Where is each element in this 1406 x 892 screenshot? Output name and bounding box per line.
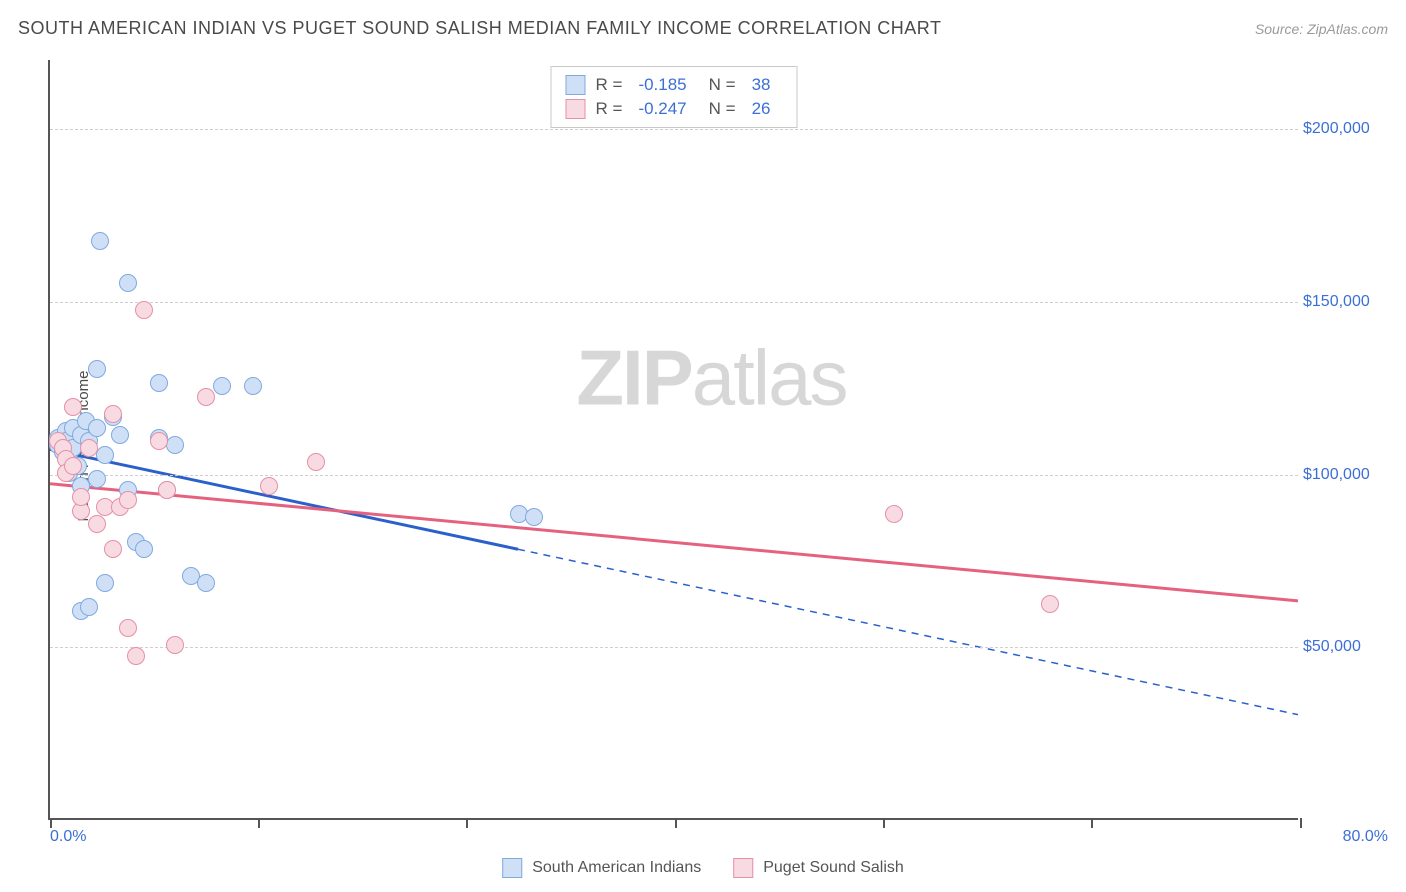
n-value: 38 — [752, 75, 771, 95]
x-tick — [675, 818, 677, 828]
data-point — [88, 515, 106, 533]
legend-stat-row: R = -0.247 N = 26 — [566, 97, 783, 121]
trend-lines — [50, 60, 1298, 818]
legend-series-item: Puget Sound Salish — [733, 858, 904, 878]
r-label: R = — [596, 75, 623, 95]
legend-series-item: South American Indians — [502, 858, 701, 878]
data-point — [119, 274, 137, 292]
y-tick-label: $100,000 — [1303, 466, 1388, 484]
r-label: R = — [596, 99, 623, 119]
data-point — [150, 374, 168, 392]
series-legend: South American Indians Puget Sound Salish — [502, 858, 904, 878]
data-point — [104, 540, 122, 558]
x-tick — [1091, 818, 1093, 828]
legend-stat-row: R = -0.185 N = 38 — [566, 73, 783, 97]
data-point — [88, 470, 106, 488]
r-value: -0.247 — [638, 99, 686, 119]
data-point — [166, 636, 184, 654]
gridline-h — [50, 475, 1298, 476]
legend-swatch — [502, 858, 522, 878]
x-tick — [466, 818, 468, 828]
x-tick — [883, 818, 885, 828]
data-point — [525, 508, 543, 526]
data-point — [104, 405, 122, 423]
data-point — [197, 388, 215, 406]
data-point — [88, 360, 106, 378]
y-tick-label: $200,000 — [1303, 120, 1388, 138]
x-tick-label-min: 0.0% — [50, 828, 86, 846]
data-point — [72, 488, 90, 506]
data-point — [260, 477, 278, 495]
data-point — [197, 574, 215, 592]
data-point — [135, 301, 153, 319]
data-point — [96, 446, 114, 464]
data-point — [127, 647, 145, 665]
x-tick — [50, 818, 52, 828]
legend-swatch — [566, 75, 586, 95]
data-point — [111, 426, 129, 444]
chart-header: SOUTH AMERICAN INDIAN VS PUGET SOUND SAL… — [18, 18, 1388, 39]
data-point — [213, 377, 231, 395]
gridline-h — [50, 647, 1298, 648]
data-point — [96, 574, 114, 592]
gridline-h — [50, 129, 1298, 130]
data-point — [80, 598, 98, 616]
data-point — [885, 505, 903, 523]
correlation-legend: R = -0.185 N = 38 R = -0.247 N = 26 — [551, 66, 798, 128]
data-point — [307, 453, 325, 471]
data-point — [80, 439, 98, 457]
data-point — [244, 377, 262, 395]
data-point — [64, 457, 82, 475]
x-tick — [1300, 818, 1302, 828]
legend-swatch — [733, 858, 753, 878]
legend-series-label: Puget Sound Salish — [763, 859, 904, 877]
n-label: N = — [709, 75, 736, 95]
legend-swatch — [566, 99, 586, 119]
data-point — [166, 436, 184, 454]
data-point — [119, 619, 137, 637]
source-label: Source: ZipAtlas.com — [1255, 21, 1388, 37]
data-point — [119, 491, 137, 509]
data-point — [135, 540, 153, 558]
n-label: N = — [709, 99, 736, 119]
data-point — [91, 232, 109, 250]
legend-series-label: South American Indians — [532, 859, 701, 877]
data-point — [150, 432, 168, 450]
n-value: 26 — [752, 99, 771, 119]
data-point — [158, 481, 176, 499]
y-tick-label: $150,000 — [1303, 293, 1388, 311]
data-point — [64, 398, 82, 416]
gridline-h — [50, 302, 1298, 303]
x-tick — [258, 818, 260, 828]
r-value: -0.185 — [638, 75, 686, 95]
y-tick-label: $50,000 — [1303, 638, 1388, 656]
data-point — [1041, 595, 1059, 613]
x-tick-label-max: 80.0% — [1343, 828, 1388, 846]
data-point — [88, 419, 106, 437]
chart-title: SOUTH AMERICAN INDIAN VS PUGET SOUND SAL… — [18, 18, 941, 39]
plot-area: ZIPatlas R =-0.185N =38R =-0.247N =26 $5… — [48, 60, 1298, 820]
watermark: ZIPatlas — [576, 333, 846, 424]
